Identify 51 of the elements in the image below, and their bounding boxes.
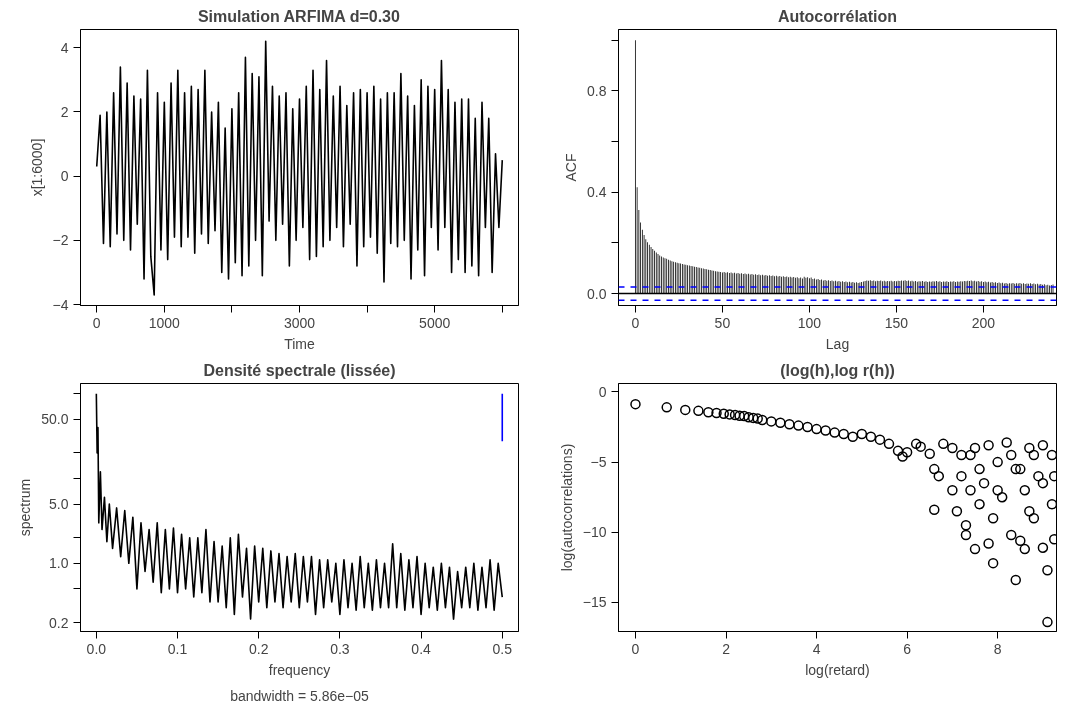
y-tick-label: 4: [60, 39, 69, 56]
x-tick-label: 2: [722, 640, 731, 657]
y-tick-label: 2: [60, 103, 69, 120]
y-tick-label: −5: [590, 454, 607, 471]
line-series: [95, 40, 504, 296]
x-tick-label: 5000: [419, 314, 451, 331]
y-tick-label: 0.2: [49, 614, 69, 631]
chart-title: (log(h),log r(h)): [780, 361, 895, 379]
x-tick-label: 6: [903, 640, 912, 657]
chart-title: Autocorrélation: [777, 7, 898, 25]
y-tick-label: 5.0: [49, 496, 69, 513]
y-axis-title: ACF: [563, 153, 580, 182]
x-tick-label: 0.4: [411, 640, 432, 657]
x-tick-label: 3000: [283, 314, 316, 331]
chart-title: Densité spectrale (lissée): [203, 361, 396, 379]
y-tick-label: −10: [582, 524, 607, 541]
y-tick-label: −15: [582, 594, 607, 611]
x-tick-label: 8: [993, 640, 1002, 657]
x-tick-label: 200: [971, 314, 996, 331]
y-tick-label: 0.8: [587, 82, 607, 99]
x-tick-label: 0: [631, 640, 640, 657]
x-tick-label: 0.5: [492, 640, 513, 657]
x-tick-label: 0.1: [167, 640, 188, 657]
y-tick-label: 0.4: [587, 184, 607, 201]
x-tick-label: 150: [884, 314, 909, 331]
y-tick-label: 0: [598, 383, 607, 400]
line-series: [95, 392, 504, 620]
y-axis-title: spectrum: [17, 478, 34, 537]
x-tick-label: 4: [812, 640, 821, 657]
x-tick-label: 50: [714, 314, 731, 331]
x-tick-label: 0: [92, 314, 101, 331]
y-tick-label: 0.0: [587, 285, 607, 302]
x-axis-title: Lag: [825, 335, 850, 352]
text: bandwidth = 5.86e−05: [230, 687, 369, 704]
y-tick-label: 1.0: [49, 555, 69, 572]
y-tick-label: 0: [60, 168, 69, 185]
x-tick-label: 100: [797, 314, 822, 331]
x-axis-title: log(retard): [805, 661, 870, 678]
x-axis-title: frequency: [268, 661, 331, 678]
x-tick-label: 0.3: [330, 640, 350, 657]
y-tick-label: −4: [52, 296, 69, 313]
y-axis-title: x[1:6000]: [28, 138, 45, 197]
x-tick-label: 0.0: [86, 640, 107, 657]
x-axis-title: Time: [284, 335, 316, 352]
x-tick-label: 0.2: [248, 640, 269, 657]
y-tick-label: 50.0: [41, 411, 69, 428]
x-tick-label: 0: [631, 314, 640, 331]
x-tick-label: 1000: [148, 314, 181, 331]
y-tick-label: −2: [52, 232, 69, 249]
chart-title: Simulation ARFIMA d=0.30: [197, 7, 400, 25]
y-axis-title: log(autocorrelations): [558, 443, 575, 572]
